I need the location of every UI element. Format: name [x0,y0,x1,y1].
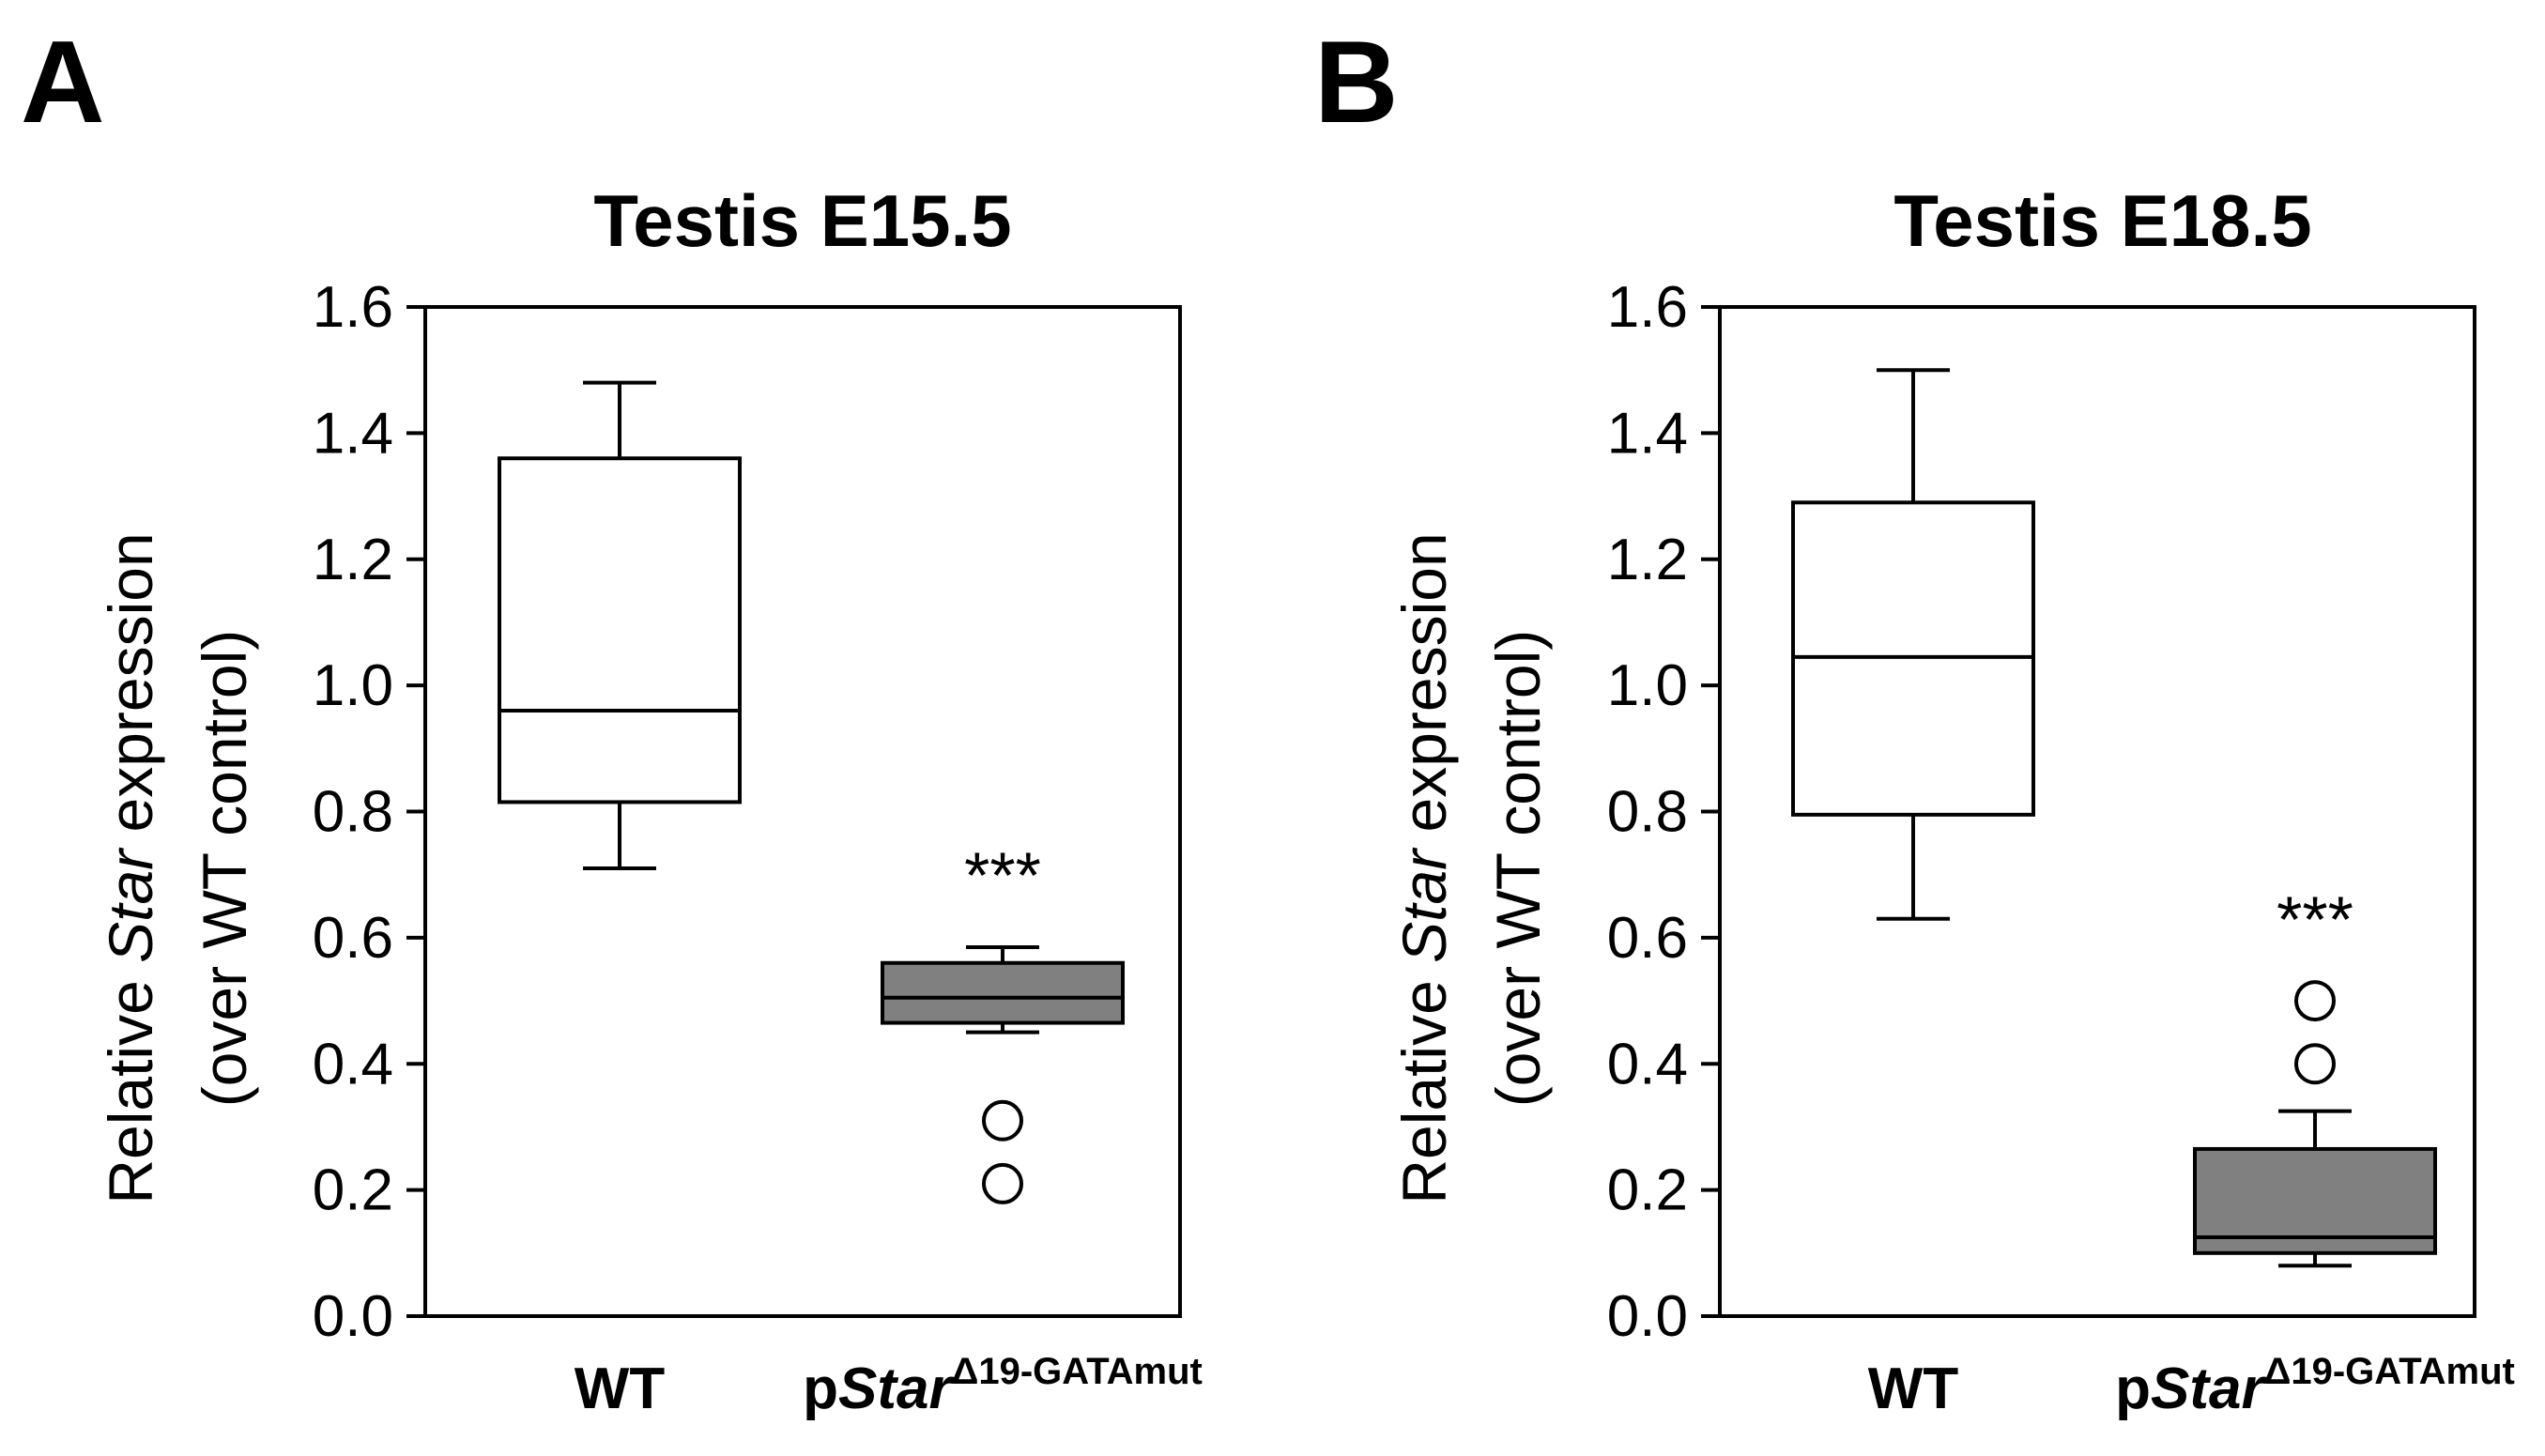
y-label-prefix: Relative [1389,963,1459,1204]
y-tick-label: 1.4 [1607,401,1688,466]
y-tick-label: 0.6 [313,906,393,971]
boxes: *** [498,380,1125,1204]
significance-label: *** [2277,883,2353,957]
y-tick-label: 0.4 [1607,1032,1688,1096]
boxes: *** [1791,368,2437,1268]
category-prefix: WT [575,1356,666,1421]
y-label-gene: Star [1389,847,1459,963]
x-category-label: pStarΔ19-GATAmut [803,1351,1203,1421]
y-tick-label: 1.0 [1607,653,1688,718]
x-axis-categories: WT pStarΔ19-GATAmut [1868,1351,2515,1421]
category-prefix: p [2115,1356,2151,1421]
y-axis-ticks: 0.0 0.2 0.4 0.6 0.8 1.0 1.2 1.4 1.6 [1607,275,1720,1349]
y-label-gene: Star [96,847,165,963]
y-label-suffix: expression [96,532,165,850]
box-wt [1791,368,2035,921]
panel-a: A Testis E15.5 Relative Star expression … [21,18,1203,1421]
outlier-point [982,1162,1023,1204]
y-tick-label: 0.2 [1607,1158,1688,1223]
category-superscript: Δ19-GATAmut [2264,1351,2515,1392]
y-tick-label: 1.0 [313,653,393,718]
y-tick-label: 0.4 [313,1032,393,1096]
iqr-box [498,456,742,805]
y-tick-label: 0.0 [1607,1284,1688,1349]
x-axis-categories: WT pStarΔ19-GATAmut [575,1351,1203,1421]
y-tick-label: 0.0 [313,1284,393,1349]
outlier-point [2294,980,2336,1022]
y-tick-label: 0.8 [1607,780,1688,845]
box-mutant [881,944,1125,1204]
y-tick-label: 0.8 [313,780,393,845]
y-tick-label: 1.2 [1607,528,1688,592]
y-axis-label: Relative Star expression [96,532,165,1203]
category-prefix: WT [1868,1356,1959,1421]
category-superscript: Δ19-GATAmut [952,1351,1203,1392]
panel-letter-b: B [1314,18,1399,147]
y-label-prefix: Relative [96,963,165,1204]
outlier-point [2294,1043,2336,1085]
y-axis-label: Relative Star expression [1389,532,1459,1203]
category-gene: Star [838,1356,954,1421]
x-category-label: WT [575,1356,666,1421]
y-label-suffix: expression [1389,532,1459,850]
y-tick-label: 0.6 [1607,906,1688,971]
significance-label: *** [964,839,1041,912]
y-axis-label-line2: (over WT control) [190,630,259,1108]
y-tick-label: 0.2 [313,1158,393,1223]
panel-b: B Testis E18.5 Relative Star expression … [1314,18,2515,1421]
y-tick-label: 1.6 [313,275,393,340]
chart-title: Testis E15.5 [593,179,1011,262]
box-wt [498,380,742,870]
y-axis-label-line2: (over WT control) [1483,630,1553,1108]
panel-letter-a: A [21,18,105,147]
outlier-point [982,1099,1023,1142]
category-gene: Star [2151,1356,2266,1421]
box-mutant [2193,980,2437,1268]
x-category-label: pStarΔ19-GATAmut [2115,1351,2515,1421]
y-tick-label: 1.2 [313,528,393,592]
x-category-label: WT [1868,1356,1959,1421]
y-tick-label: 1.4 [313,401,393,466]
category-prefix: p [803,1356,838,1421]
iqr-box [881,960,1125,1025]
y-axis-ticks: 0.0 0.2 0.4 0.6 0.8 1.0 1.2 1.4 1.6 [313,275,425,1349]
y-tick-label: 1.6 [1607,275,1688,340]
chart-title: Testis E18.5 [1893,179,2311,262]
